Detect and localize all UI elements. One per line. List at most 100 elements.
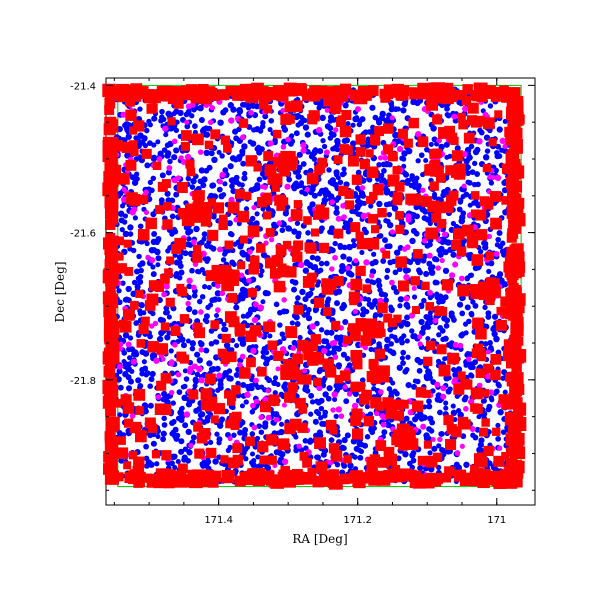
data-point (510, 397, 523, 410)
data-point (492, 427, 501, 436)
data-point (197, 412, 204, 418)
data-point (425, 314, 432, 321)
data-point (472, 160, 478, 167)
data-point (333, 228, 344, 239)
data-point (377, 312, 384, 318)
data-point (438, 245, 445, 253)
data-point (325, 296, 332, 302)
data-point (130, 247, 137, 254)
data-point (318, 405, 325, 412)
data-point (348, 291, 361, 303)
data-point (371, 470, 384, 484)
data-point (276, 430, 282, 436)
data-point (327, 118, 333, 124)
data-point (443, 405, 449, 411)
data-point (173, 147, 180, 154)
data-point (171, 418, 177, 425)
data-point (383, 117, 390, 124)
data-point (147, 402, 154, 409)
data-point (102, 237, 116, 250)
data-point (326, 167, 332, 173)
data-point (382, 154, 389, 161)
data-point (427, 310, 433, 316)
data-point (303, 259, 310, 266)
data-point (512, 352, 524, 364)
data-point (232, 443, 243, 454)
data-point (314, 255, 321, 262)
data-point (417, 455, 428, 466)
data-point (363, 259, 370, 266)
data-point (212, 202, 225, 214)
data-point (284, 183, 291, 190)
data-point (377, 287, 383, 293)
data-point (279, 346, 287, 353)
data-point (383, 189, 390, 196)
data-point (434, 396, 442, 403)
data-point (485, 310, 492, 317)
data-point (156, 335, 164, 343)
data-point (143, 209, 149, 216)
data-point (118, 173, 130, 185)
data-point (161, 415, 167, 422)
data-point (460, 378, 471, 389)
data-point (210, 129, 221, 140)
data-point (105, 254, 118, 268)
data-point (155, 235, 162, 242)
data-point (341, 137, 348, 144)
data-point (233, 178, 240, 186)
data-point (318, 260, 325, 267)
data-point (501, 196, 510, 205)
data-point (139, 194, 149, 204)
data-point (397, 280, 410, 292)
data-point (229, 231, 235, 238)
data-point (172, 464, 178, 471)
data-point (291, 228, 298, 235)
data-point (141, 148, 152, 159)
data-point (303, 383, 310, 390)
data-point (472, 469, 483, 480)
data-point (425, 302, 435, 311)
data-point (427, 289, 434, 296)
data-point (314, 320, 320, 327)
data-point (190, 177, 197, 185)
data-point (433, 201, 446, 214)
data-point (187, 250, 193, 256)
data-point (145, 254, 151, 260)
data-point (491, 330, 498, 338)
data-point (467, 231, 476, 240)
data-point (333, 85, 345, 98)
data-point (297, 422, 308, 433)
data-point (484, 148, 491, 154)
data-point (374, 410, 380, 417)
data-point (421, 215, 428, 221)
data-point (328, 329, 335, 336)
data-point (166, 330, 172, 336)
data-point (436, 137, 442, 144)
data-point (315, 268, 322, 275)
data-point (249, 451, 256, 457)
data-point (495, 236, 501, 243)
data-point (264, 164, 277, 177)
data-point (346, 391, 353, 397)
data-point (209, 470, 222, 483)
data-point (355, 318, 366, 329)
data-point (489, 397, 495, 403)
data-point (295, 233, 302, 240)
data-point (120, 111, 127, 118)
data-point (477, 441, 484, 448)
data-point (302, 124, 310, 131)
data-point (365, 329, 375, 339)
data-point (239, 403, 245, 409)
data-point (204, 140, 214, 150)
data-point (146, 140, 153, 147)
data-point (418, 152, 425, 158)
data-point (282, 458, 289, 465)
data-point (302, 457, 313, 468)
data-point (150, 440, 157, 447)
data-point (437, 409, 443, 416)
data-point (193, 225, 200, 233)
data-point (421, 414, 428, 421)
data-point (372, 114, 379, 121)
data-point (330, 450, 343, 462)
data-point (389, 333, 395, 339)
